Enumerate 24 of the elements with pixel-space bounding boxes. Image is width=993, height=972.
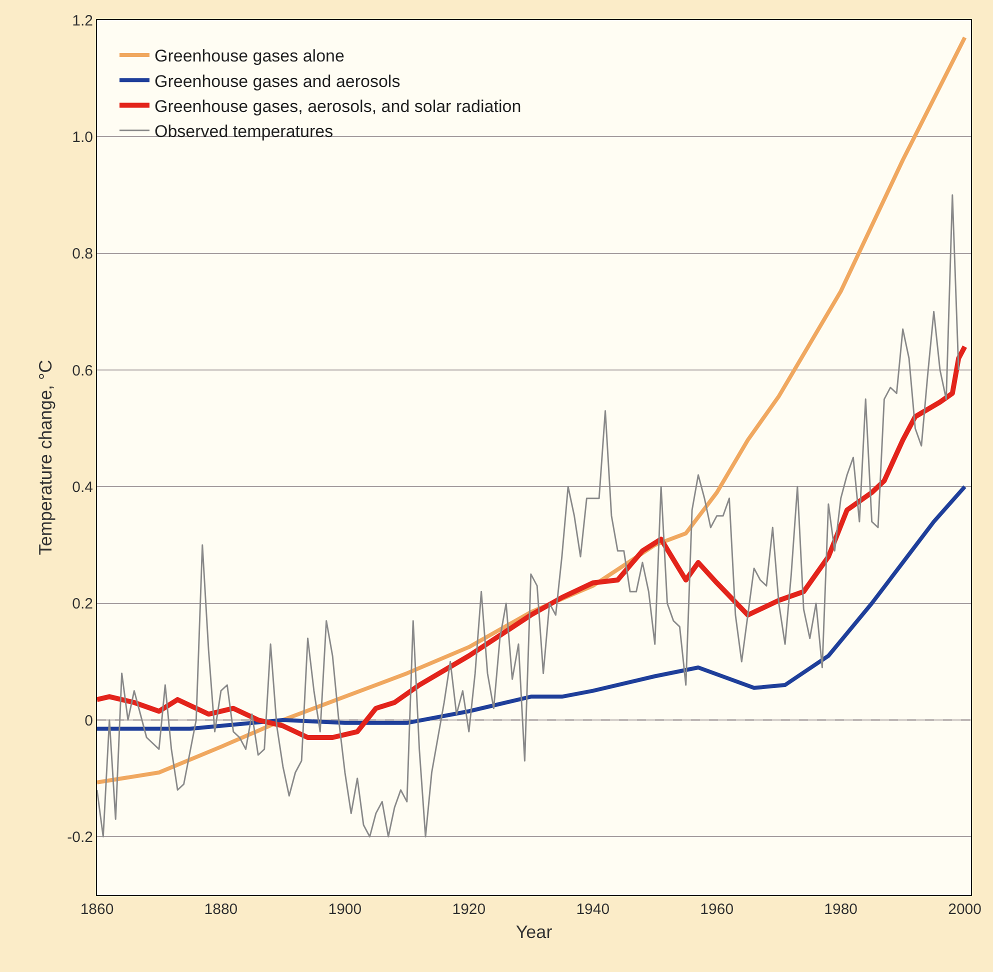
- y-axis-title: Temperature change, °C: [35, 360, 56, 556]
- line-series: [97, 194, 960, 838]
- y-tick-label: -0.2: [67, 828, 93, 846]
- legend-label: Observed temperatures: [154, 122, 334, 141]
- line-series: [97, 484, 967, 731]
- legend-label: Greenhouse gases alone: [154, 46, 344, 66]
- y-tick-label: 0.2: [72, 596, 93, 613]
- x-tick-label: 1980: [824, 901, 858, 918]
- y-tick-label: 0.4: [72, 478, 93, 496]
- y-tick-label: 1.0: [72, 128, 93, 146]
- x-tick-label: 1900: [328, 901, 362, 918]
- x-tick-label: 1880: [204, 901, 238, 918]
- x-tick-label: 1960: [700, 901, 734, 918]
- y-tick-label: 0: [84, 712, 93, 730]
- x-axis-title: Year: [516, 922, 552, 942]
- x-tick-label: 2000: [948, 901, 982, 918]
- y-tick-label: 1.2: [72, 12, 93, 30]
- y-tick-label: 0.6: [72, 362, 93, 380]
- x-tick-label: 1940: [576, 901, 610, 918]
- legend-label: Greenhouse gases, aerosols, and solar radiation: [154, 96, 522, 116]
- x-tick-label: 1860: [80, 901, 114, 918]
- x-tick-label: 1920: [452, 901, 486, 918]
- y-tick-label: 0.8: [72, 246, 93, 263]
- legend-label: Greenhouse gases and aerosols: [154, 72, 400, 91]
